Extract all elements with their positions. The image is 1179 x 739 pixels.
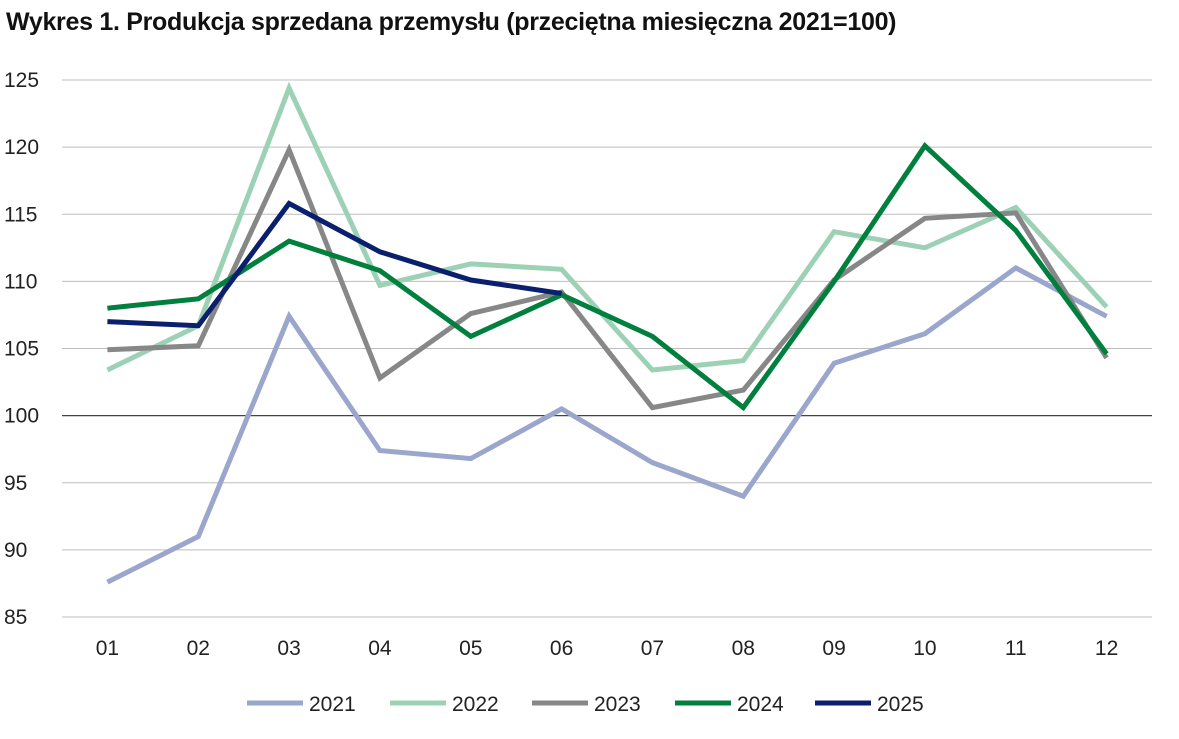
x-tick-label: 12: [1095, 637, 1118, 660]
y-tick-label: 95: [4, 472, 27, 495]
legend-label-2022: 2022: [452, 693, 499, 716]
x-tick-label: 04: [368, 637, 392, 660]
x-tick-label: 10: [913, 637, 936, 660]
y-tick-label: 85: [4, 606, 27, 629]
x-tick-label: 09: [822, 637, 845, 660]
y-tick-label: 125: [4, 69, 39, 92]
series-lines: [106, 81, 1109, 585]
x-tick-label: 06: [550, 637, 573, 660]
series-line-2023: [107, 143, 1109, 411]
x-axis-tick-labels: 01 02 03 04 05 06 07 08 09 10 11 12: [96, 637, 1119, 660]
x-tick-label: 05: [459, 637, 482, 660]
x-tick-label: 02: [187, 637, 210, 660]
legend-label-2024: 2024: [737, 693, 784, 716]
chart-title: Wykres 1. Produkcja sprzedana przemysłu …: [6, 8, 897, 36]
legend-label-2021: 2021: [309, 693, 356, 716]
series-line-2021: [106, 264, 1108, 585]
x-tick-label: 07: [641, 637, 664, 660]
series-line-2025: [107, 200, 562, 329]
y-tick-label: 90: [4, 539, 27, 562]
series-line-2024: [107, 141, 1109, 412]
series-line-2022: [106, 81, 1109, 373]
legend-label-2025: 2025: [877, 693, 924, 716]
x-tick-label: 08: [732, 637, 755, 660]
legend: 2021 2022 2023 2024 2025: [247, 693, 924, 716]
y-tick-label: 110: [4, 270, 37, 293]
y-tick-label: 100: [4, 405, 39, 428]
y-axis-tick-labels: 85 90 95 100 105 110 115 120 125: [4, 69, 39, 629]
x-tick-label: 03: [277, 637, 300, 660]
y-tick-label: 120: [4, 136, 39, 159]
legend-label-2023: 2023: [594, 693, 641, 716]
x-tick-label: 11: [1005, 637, 1027, 660]
y-tick-label: 115: [4, 203, 37, 226]
y-tick-label: 105: [4, 338, 39, 361]
x-tick-label: 01: [96, 637, 119, 660]
